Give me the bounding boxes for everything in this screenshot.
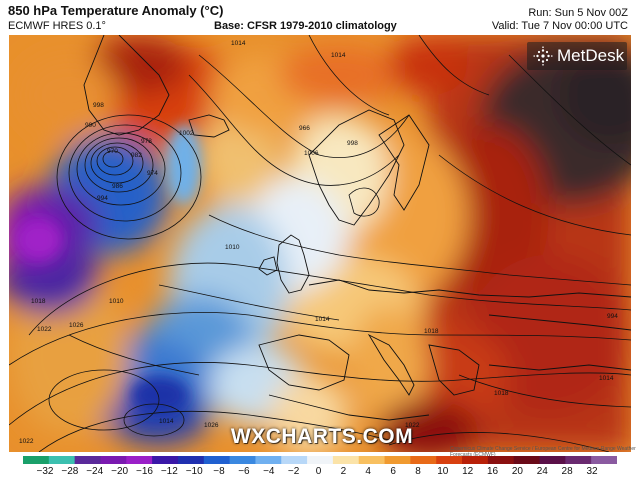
colorbar-tick-label: −32: [36, 466, 54, 477]
isobar-label: 1014: [331, 52, 346, 59]
colorbar-tick-label: 20: [511, 466, 523, 477]
anomaly-map: 1014 1014 1018 1022 1026 1022 1010 1014 …: [9, 35, 631, 452]
isobar-label: 1022: [19, 438, 34, 445]
isobar-label: 1006: [304, 150, 319, 157]
colorbar-tick-label: 2: [340, 466, 347, 477]
colorbar-segment: [48, 456, 76, 464]
colorbar-segment: [539, 456, 566, 464]
colorbar-tick-label: −28: [61, 466, 79, 477]
isobar-label: 966: [299, 125, 310, 132]
colorbar-tick-label: −24: [86, 466, 104, 477]
climatology-base-label: Base: CFSR 1979-2010 climatology: [214, 20, 397, 32]
watermark: WXCHARTS.COM: [230, 425, 414, 448]
colorbar-tick-label: 12: [462, 466, 474, 477]
colorbar-tick-label: −16: [136, 466, 153, 477]
isobar-label: 1010: [109, 298, 124, 305]
colorbar-tick-label: 4: [365, 466, 371, 477]
colorbar-segment: [177, 456, 205, 464]
colorbar-tick-label: −2: [287, 466, 300, 477]
colorbar-segment: [565, 456, 592, 464]
colorbar-segment: [487, 456, 515, 464]
colorbar-ticks: −32 −28 −24 −20 −16 −12 −10 −8 −6 −4 −2 0 2 4 6 8 10 12 16…: [0, 464, 640, 480]
metdesk-logo: MetDesk: [527, 42, 627, 70]
isobar-label: 974: [147, 170, 158, 177]
chart-header: 850 hPa Temperature Anomaly (°C) ECMWF H…: [0, 0, 640, 34]
isobar-label: 994: [97, 195, 108, 202]
colorbar-segment: [591, 456, 617, 464]
colorbar-segment: [281, 456, 308, 464]
isobar-label: 970: [107, 148, 118, 155]
colorbar-segment: [255, 456, 282, 464]
valid-time-label: Valid: Tue 7 Nov 00:00 UTC: [491, 20, 628, 32]
run-time-label: Run: Sun 5 Nov 00Z: [528, 7, 628, 19]
isobar-label: 986: [112, 183, 123, 190]
colorbar-tick-label: −12: [160, 466, 178, 477]
colorbar-segment: [307, 456, 334, 464]
isobar-label: 1014: [231, 40, 246, 47]
colorbar-segment: [358, 456, 386, 464]
colorbar-segment: [203, 456, 231, 464]
isobar-label: 1026: [204, 422, 219, 429]
colorbar-segment: [23, 456, 50, 464]
isobar-label: 1014: [599, 375, 614, 382]
isobar-label: 1026: [69, 322, 84, 329]
isobars: [9, 35, 631, 452]
isobar-label: 1018: [31, 298, 46, 305]
isobar-label: 982: [131, 152, 142, 159]
colorbar-tick-label: −4: [263, 466, 275, 477]
colorbar-tick-label: −6: [238, 466, 250, 477]
colorbar: [23, 456, 617, 464]
isobar-label: 990: [85, 122, 96, 129]
map-svg: 1014 1014 1018 1022 1026 1022 1010 1014 …: [9, 35, 631, 452]
isobar-label: 1018: [424, 328, 439, 335]
isobar-label: 1014: [159, 418, 174, 425]
isobar-label: 1018: [494, 390, 509, 397]
isobar-label: 1010: [225, 244, 240, 251]
colorbar-segment: [126, 456, 153, 464]
isobar-label: 994: [607, 313, 618, 320]
colorbar-segment: [74, 456, 101, 464]
isobar-label: 1014: [315, 316, 330, 323]
colorbar-tick-label: 6: [390, 466, 396, 477]
colorbar-segment: [462, 456, 489, 464]
colorbar-segment: [152, 456, 179, 464]
colorbar-segment: [513, 456, 541, 464]
chart-title: 850 hPa Temperature Anomaly (°C): [8, 3, 224, 18]
colorbar-tick-label: −10: [185, 466, 203, 477]
isobar-label: 978: [141, 138, 152, 145]
colorbar-tick-label: −20: [111, 466, 129, 477]
isobar-label: 1022: [405, 422, 420, 429]
colorbar-tick-label: 8: [415, 466, 421, 477]
isobar-label: 1022: [37, 326, 52, 333]
colorbar-segment: [410, 456, 437, 464]
logo-text: MetDesk: [557, 46, 625, 65]
isobar-label: 998: [347, 140, 358, 147]
colorbar-segment: [384, 456, 411, 464]
data-credit: Copernicus Climate Change Service / Euro…: [450, 446, 636, 458]
isobar-label: 998: [93, 102, 104, 109]
coastlines: [83, 35, 631, 421]
colorbar-tick-label: 16: [486, 466, 499, 477]
colorbar-segment: [229, 456, 256, 464]
model-label: ECMWF HRES 0.1°: [8, 20, 106, 32]
colorbar-segment: [100, 456, 127, 464]
isobar-label: 1002: [179, 130, 194, 137]
metdesk-burst-icon: [533, 46, 553, 66]
colorbar-tick-label: 0: [315, 466, 322, 477]
colorbar-segment: [332, 456, 360, 464]
colorbar-tick-label: 24: [536, 466, 548, 477]
colorbar-tick-label: 28: [561, 466, 573, 477]
colorbar-segment: [436, 456, 463, 464]
isobar-labels: 1014 1014 1018 1022 1026 1022 1010 1014 …: [19, 40, 618, 445]
colorbar-tick-label: 32: [586, 466, 598, 477]
colorbar-tick-label: 10: [437, 466, 449, 477]
colorbar-tick-label: −8: [213, 466, 225, 477]
